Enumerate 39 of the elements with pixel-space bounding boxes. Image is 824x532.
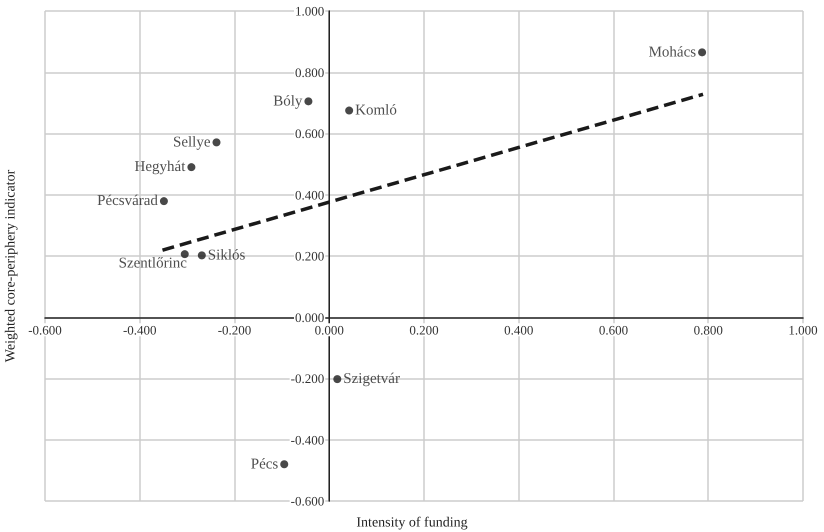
x-tick-label: -0.200 <box>218 322 252 338</box>
y-tick-label: 0.800 <box>295 64 324 80</box>
y-tick-label: 0.000 <box>295 310 324 325</box>
y-tick-label: -0.600 <box>290 494 324 508</box>
point <box>160 197 168 206</box>
point <box>333 375 342 384</box>
point <box>198 251 206 260</box>
annotation: Mohács <box>648 44 696 60</box>
point <box>345 106 354 115</box>
x-axis-title: Intensity of funding <box>356 516 468 530</box>
x-tick-label: -0.600 <box>28 322 62 338</box>
y-tick-label: -0.200 <box>290 371 324 386</box>
x-tick-label: 1.000 <box>788 322 818 338</box>
x-tick-label: 0.200 <box>409 322 439 338</box>
y-tick-label: -0.400 <box>290 432 324 448</box>
annotation: Szigetvár <box>343 371 400 388</box>
annotation: Bóly <box>273 93 303 110</box>
annotation: Pécs <box>250 456 278 472</box>
annotation: Siklós <box>208 247 246 264</box>
y-tick-label: 1.000 <box>295 4 324 18</box>
y-tick-label: 0.200 <box>295 248 324 264</box>
annotation: Hegyhát <box>134 159 186 176</box>
annotation: Sellye <box>172 134 211 150</box>
y-tick-label: 0.400 <box>295 187 324 202</box>
x-tick-label: 0.600 <box>598 322 628 338</box>
annotation: Pécsvárad <box>97 193 158 210</box>
y-axis-title: Weighted core-periphery indicator <box>4 169 18 362</box>
point <box>212 138 220 146</box>
point <box>187 163 196 172</box>
x-tick-label: 0.000 <box>314 322 344 338</box>
annotation: Komló <box>355 102 397 119</box>
annotation: Szentlőrinc <box>118 256 188 272</box>
x-tick-label: 0.800 <box>694 322 723 338</box>
x-tick-label: -0.400 <box>122 322 157 338</box>
point <box>698 48 706 56</box>
y-tick-label: 0.600 <box>295 126 324 141</box>
x-tick-label: 0.400 <box>504 322 534 338</box>
point <box>304 97 312 106</box>
point <box>280 460 288 468</box>
